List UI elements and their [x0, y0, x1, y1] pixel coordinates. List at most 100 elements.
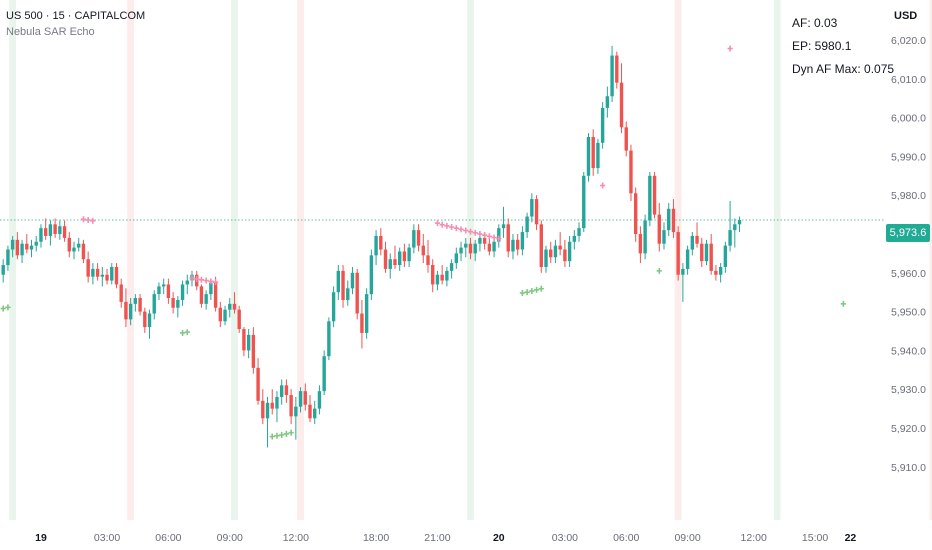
candle [166, 278, 171, 304]
candle [549, 241, 553, 264]
sar-marker [198, 276, 205, 283]
chart-header: US 500 · 15 · CAPITALCOM Nebula SAR Echo [6, 8, 145, 40]
sar-marker [538, 285, 544, 292]
candle [525, 212, 529, 238]
sar-marker [279, 431, 285, 438]
candle [128, 298, 133, 326]
candle [157, 282, 161, 300]
candle [81, 239, 86, 264]
candle [143, 307, 147, 333]
candle-body [284, 385, 289, 396]
candle-body [1, 265, 5, 275]
candle-body [147, 313, 152, 328]
candle [459, 241, 463, 262]
sar-marker [288, 429, 294, 436]
candle-body [629, 150, 633, 194]
candle-body [364, 294, 369, 333]
candle [289, 389, 293, 425]
candle [643, 214, 647, 260]
candle [10, 235, 15, 258]
price-tick-label: 6,020.0 [891, 35, 926, 47]
candle [34, 235, 38, 252]
candle-body [534, 199, 539, 225]
candle [709, 234, 713, 275]
sar-marker [472, 229, 478, 236]
candle-body [633, 193, 638, 234]
candle [100, 266, 105, 287]
sar-marker [491, 234, 497, 241]
candle [402, 243, 407, 267]
candle-body [459, 247, 463, 254]
candle-body [209, 282, 213, 295]
candle-body [275, 396, 279, 409]
candle-body [374, 235, 378, 256]
candle-body [308, 404, 312, 419]
indicator-name[interactable]: Nebula SAR Echo [6, 26, 95, 38]
candle [176, 296, 180, 318]
candle [105, 268, 109, 285]
candle [416, 224, 421, 252]
candle-body [482, 237, 487, 244]
session-band-red [127, 0, 135, 520]
sar-marker [203, 277, 209, 284]
candle [346, 280, 350, 306]
indicator-info-box: AF: 0.03 EP: 5980.1 Dyn AF Max: 0.075 [792, 12, 894, 81]
candle-body [341, 270, 345, 300]
sar-markers [0, 45, 846, 440]
price-tick-label: 5,940.0 [891, 345, 926, 357]
candle-body [544, 249, 548, 267]
candle-body [412, 230, 416, 248]
candle [204, 290, 208, 310]
candle [275, 391, 279, 423]
candle-body [464, 243, 468, 248]
candle [397, 247, 402, 271]
time-tick-label: 21:00 [424, 532, 450, 544]
price-tick-label: 6,010.0 [891, 74, 926, 86]
session-band-green [9, 0, 17, 520]
candle [445, 266, 449, 287]
candle [355, 268, 359, 320]
candle [313, 400, 317, 425]
sar-marker [283, 430, 289, 437]
candle-body [497, 228, 501, 242]
af-value: AF: 0.03 [792, 16, 838, 30]
candle-body [77, 243, 81, 248]
candle [421, 234, 425, 264]
candle [534, 195, 539, 231]
candle-body [681, 268, 685, 275]
session-band-red [297, 0, 304, 520]
candle [506, 218, 510, 258]
candle-body [582, 175, 586, 229]
candle [379, 228, 383, 256]
symbol-title[interactable]: US 500 · 15 · CAPITALCOM [6, 10, 146, 22]
sar-marker [444, 222, 450, 229]
sar-marker [85, 217, 91, 224]
candle [270, 389, 274, 415]
candle-body [492, 241, 496, 252]
candle [638, 226, 643, 264]
candle-body [171, 298, 175, 308]
sar-marker [194, 276, 200, 283]
time-tick-label: 12:00 [741, 532, 767, 544]
candle [615, 51, 619, 89]
candle-body [138, 298, 142, 312]
candle-body [166, 284, 171, 299]
sar-marker [840, 300, 846, 307]
candle [284, 379, 289, 403]
candle [242, 327, 246, 357]
currency-label[interactable]: USD [894, 10, 918, 22]
candle-body [596, 142, 600, 169]
candle-body [67, 237, 71, 252]
candle [610, 45, 614, 103]
time-axis-ticks: 19 03:00 06:00 09:00 12:00 18:00 21:00 20 03:00 0… [35, 532, 856, 544]
sar-marker [434, 220, 441, 227]
sar-marker [524, 289, 530, 296]
candle-body [577, 228, 581, 236]
candle [303, 383, 307, 411]
price-tick-label: 5,960.0 [891, 268, 926, 280]
candle [492, 237, 496, 258]
candle [553, 239, 558, 264]
candle [53, 218, 57, 238]
